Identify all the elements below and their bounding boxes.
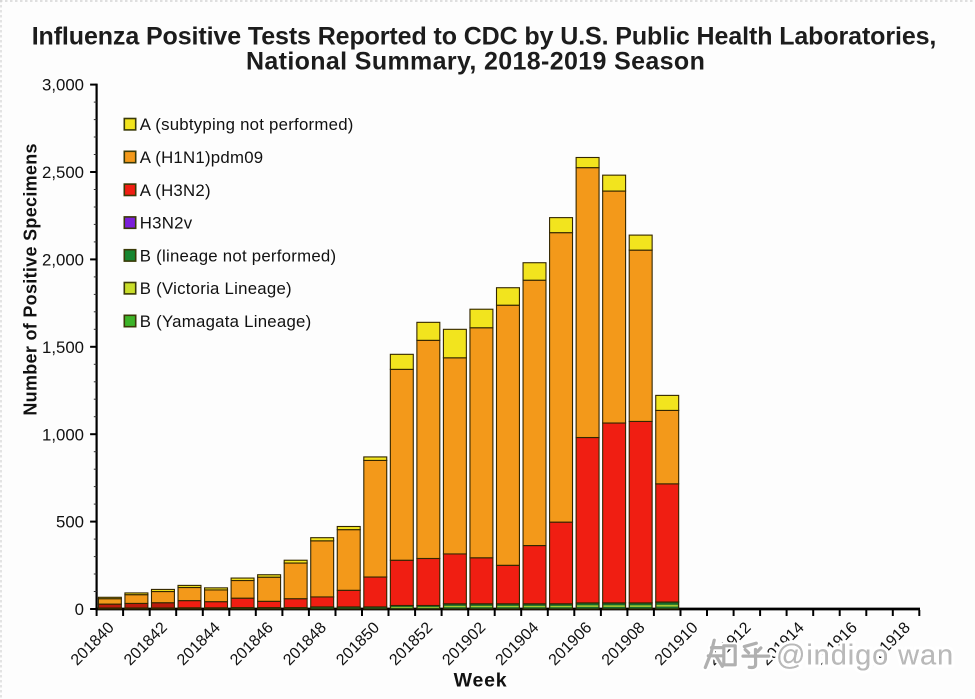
svg-text:Influenza Positive Tests Repor: Influenza Positive Tests Reported to CDC… bbox=[32, 23, 937, 51]
svg-text:2,000: 2,000 bbox=[42, 251, 84, 270]
svg-text:@indigo wan: @indigo wan bbox=[776, 640, 954, 672]
svg-text:National Summary, 2018-2019 Se: National Summary, 2018-2019 Season bbox=[246, 48, 705, 76]
svg-text:@indigo wan: @indigo wan bbox=[776, 640, 954, 672]
svg-text:1,000: 1,000 bbox=[42, 425, 84, 444]
svg-text:Number of Positive Specimens: Number of Positive Specimens bbox=[21, 143, 41, 415]
svg-text:0: 0 bbox=[75, 600, 84, 619]
svg-text:A (H1N1)pdm09: A (H1N1)pdm09 bbox=[140, 148, 264, 167]
svg-text:B (Yamagata Lineage): B (Yamagata Lineage) bbox=[140, 312, 312, 331]
svg-text:A (subtyping not performed): A (subtyping not performed) bbox=[140, 115, 354, 134]
svg-text:B (lineage not performed): B (lineage not performed) bbox=[140, 246, 337, 265]
svg-text:B (Victoria Lineage): B (Victoria Lineage) bbox=[140, 279, 292, 298]
svg-text:500: 500 bbox=[56, 513, 84, 532]
svg-text:1,500: 1,500 bbox=[42, 338, 84, 357]
svg-text:Week: Week bbox=[454, 670, 508, 692]
svg-text:2,500: 2,500 bbox=[42, 163, 84, 182]
svg-text:3,000: 3,000 bbox=[42, 76, 84, 95]
svg-text:A (H3N2): A (H3N2) bbox=[140, 181, 211, 200]
svg-text:H3N2v: H3N2v bbox=[140, 214, 193, 233]
